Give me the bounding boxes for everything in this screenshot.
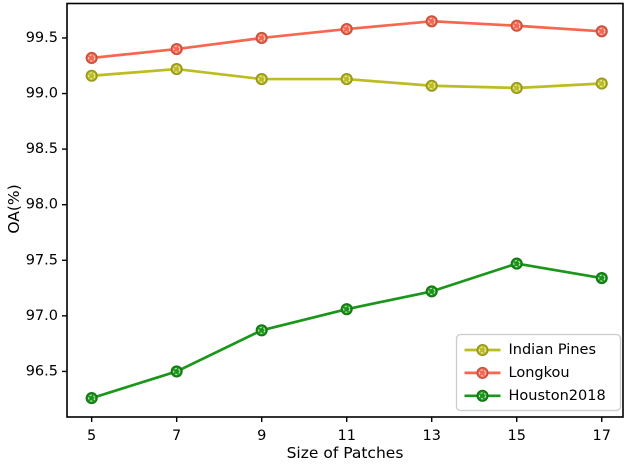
series-indian-pines [85,63,608,95]
marker-houston2018-13 [425,285,438,298]
marker-longkou-5-inner-ring [88,54,96,62]
marker-houston2018-15-inner-ring [513,260,521,268]
legend-marker-longkou-inner-ring [478,369,487,377]
y-tick-label: 96.5 [26,363,58,379]
x-tick-label: 9 [257,428,266,444]
y-tick-label: 98.0 [26,197,58,213]
marker-longkou-7-inner-ring [173,45,181,53]
marker-longkou-17 [595,25,608,38]
legend-marker-longkou [476,366,489,379]
y-tick-label: 99.5 [26,30,58,46]
legend-marker-houston2018-inner-ring [478,392,487,400]
marker-longkou-11-inner-ring [343,25,351,33]
legend-label: Longkou [509,365,570,381]
marker-longkou-15 [510,19,523,32]
marker-longkou-9-inner-ring [258,34,266,42]
marker-indian-pines-15-inner-ring [513,84,521,92]
x-tick-label: 15 [508,428,526,444]
marker-indian-pines-15 [510,81,523,95]
x-tick-label: 17 [593,428,611,444]
x-tick-label: 5 [87,428,96,444]
legend: Indian Pines Longkou Houston2018 [455,333,622,412]
marker-houston2018-11-inner-ring [343,305,351,313]
legend-entry-longkou: Longkou [464,365,570,381]
marker-indian-pines-9-inner-ring [258,75,266,83]
marker-indian-pines-11 [340,73,353,86]
marker-indian-pines-5-inner-ring [88,72,96,80]
marker-longkou-7 [170,43,183,56]
y-tick-label: 98.5 [26,141,58,157]
marker-longkou-13-inner-ring [428,17,436,25]
marker-houston2018-17 [595,272,608,285]
marker-longkou-11 [340,23,353,36]
marker-indian-pines-7-inner-ring [173,65,181,73]
legend-label: Houston2018 [509,388,606,404]
marker-houston2018-5 [85,392,98,405]
marker-longkou-9 [255,31,268,45]
marker-longkou-13 [425,15,438,28]
marker-indian-pines-11-inner-ring [343,75,351,83]
marker-longkou-15-inner-ring [513,22,521,30]
marker-indian-pines-7 [170,63,183,76]
y-axis-label: OA(%) [5,184,23,234]
marker-indian-pines-17-inner-ring [598,79,606,88]
y-tick-label: 97.5 [26,252,58,268]
x-axis-label: Size of Patches [286,444,404,462]
marker-indian-pines-13 [425,79,438,92]
series-houston2018 [85,257,608,405]
x-tick-label: 11 [337,428,355,444]
legend-box [455,333,622,412]
marker-houston2018-13-inner-ring [428,287,436,295]
legend-label: Indian Pines [509,342,597,358]
legend-marker-houston2018 [476,389,489,402]
y-tick-label: 97.0 [26,308,58,324]
marker-houston2018-7-inner-ring [173,367,181,375]
marker-houston2018-9 [255,324,268,337]
marker-indian-pines-17 [595,77,608,90]
marker-indian-pines-13-inner-ring [428,82,436,90]
series-longkou [85,15,608,65]
marker-houston2018-5-inner-ring [88,394,96,402]
marker-houston2018-9-inner-ring [258,326,266,334]
marker-indian-pines-5 [85,69,98,82]
marker-indian-pines-9 [255,73,268,86]
plot-frame [66,2,624,418]
marker-longkou-5 [85,51,98,65]
y-tick-label: 99.0 [26,86,58,102]
legend-marker-indian-pines-inner-ring [478,346,487,354]
x-tick-label: 7 [172,428,181,444]
marker-houston2018-7 [170,365,183,378]
marker-houston2018-11 [340,303,353,316]
marker-houston2018-15 [510,257,523,270]
legend-marker-indian-pines [476,343,489,357]
legend-entry-houston2018: Houston2018 [464,388,606,404]
marker-houston2018-17-inner-ring [598,274,606,282]
x-tick-label: 13 [422,428,440,444]
legend-entry-indian-pines: Indian Pines [464,342,597,358]
marker-longkou-17-inner-ring [598,27,606,35]
